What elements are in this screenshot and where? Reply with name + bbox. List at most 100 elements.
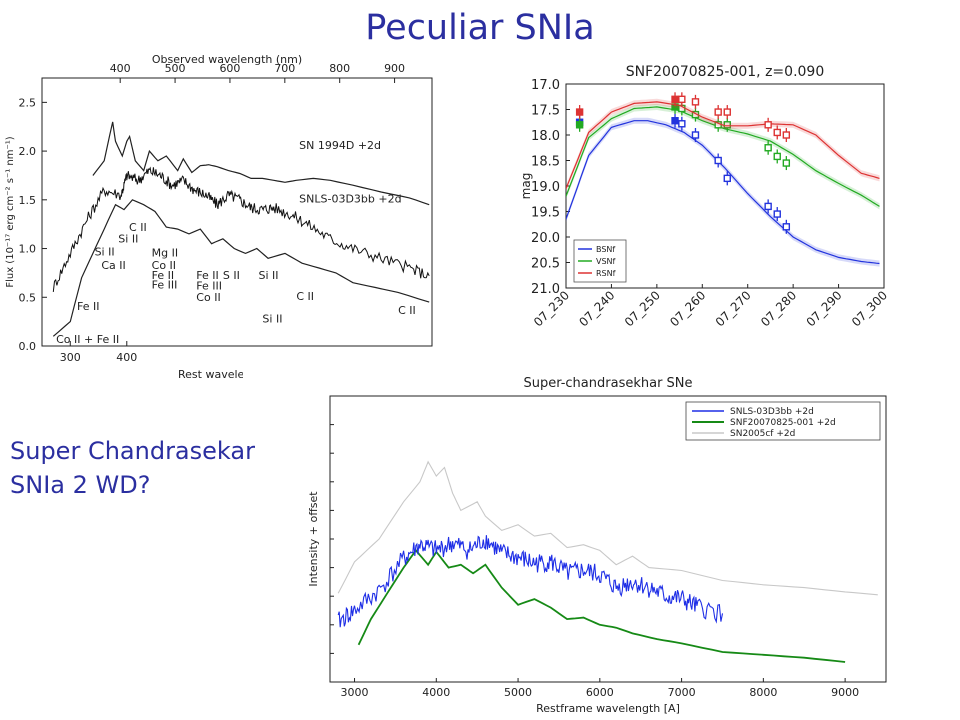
line-id-annotation: Fe II — [77, 300, 99, 313]
legend-label: SN2005cf +2d — [730, 429, 795, 439]
plot-frame — [329, 395, 887, 683]
line-id-annotation: Ca II — [101, 259, 125, 272]
x-tick-label: 07_250 — [622, 288, 663, 329]
data-point — [773, 152, 781, 161]
model-curve-RSNf — [566, 101, 880, 189]
x-tick-label: 3000 — [341, 686, 369, 699]
y-tick-label: 20.0 — [531, 231, 560, 246]
data-point — [782, 131, 791, 139]
data-point — [575, 121, 584, 129]
spectrum-line-1 — [92, 121, 430, 206]
y-tick-label: 17.5 — [531, 104, 560, 119]
legend-label: BSNf — [596, 245, 615, 254]
model-curve-VSNf — [566, 106, 880, 207]
x-axis-label: Restframe wavelength [A] — [536, 702, 680, 715]
top-x-tick-label: 700 — [274, 62, 295, 75]
data-point — [678, 120, 686, 128]
x-tick-label: 07_300 — [849, 288, 890, 329]
y-tick-label: 1.0 — [19, 243, 37, 256]
crop-mask — [243, 351, 440, 386]
line-id-annotation: Fe II — [152, 269, 174, 282]
super-chandra-spectra-chart: Super-chandrasekhar SNe 3000 4000 5000 6000 7… — [307, 376, 887, 715]
line-id-annotation: Si II — [95, 245, 115, 258]
data-point — [764, 144, 772, 152]
side-caption-line-2: SNIa 2 WD? — [10, 471, 151, 499]
data-point — [723, 174, 731, 183]
spectrum-comparison-chart: 0.0 0.5 1.0 1.5 2.0 2.5 300 400 400 500 600 700 800 9… — [5, 53, 440, 386]
line-id-annotation: Co II — [196, 291, 220, 304]
line-id-annotation: Mg II — [152, 246, 178, 259]
x-tick-label: 5000 — [504, 686, 532, 699]
chart-title: Super-chandrasekhar SNe — [523, 376, 692, 391]
spectrum-line-3 — [52, 199, 430, 337]
data-point — [773, 210, 781, 218]
data-point — [782, 159, 791, 167]
top-x-tick-label: 400 — [110, 62, 131, 75]
data-point — [723, 108, 731, 116]
y-tick-label: 0.0 — [19, 340, 37, 353]
data-point — [691, 98, 700, 106]
data-point — [575, 108, 584, 116]
x-tick-label: 8000 — [749, 686, 777, 699]
x-tick-label: 6000 — [586, 686, 614, 699]
y-tick-label: 2.5 — [19, 96, 37, 109]
legend-label: SNLS-03D3bb +2d — [730, 407, 814, 417]
y-tick-label: 19.5 — [531, 206, 560, 221]
side-caption-line-1: Super Chandrasekar — [10, 437, 255, 465]
data-point — [671, 95, 679, 103]
legend-label: VSNf — [596, 257, 616, 266]
x-tick-label: 4000 — [422, 686, 450, 699]
series-group — [566, 92, 880, 267]
data-point — [714, 156, 722, 165]
y-tick-label: 18.5 — [531, 155, 560, 170]
y-axis-label: mag — [519, 173, 533, 200]
data-point — [782, 223, 791, 231]
x-tick-label: 07_270 — [713, 288, 754, 329]
line-id-annotation: Si II — [118, 233, 138, 246]
data-point — [671, 117, 679, 125]
series-label: SN 1994D +2d — [299, 139, 381, 152]
slide-title: Peculiar SNIa — [365, 8, 595, 48]
data-point — [714, 108, 722, 116]
y-tick-label: 0.5 — [19, 291, 37, 304]
y-axis-label: Flux (10⁻¹⁷ erg cm⁻² s⁻¹ nm⁻¹) — [5, 136, 16, 287]
line-id-annotation: Fe II — [196, 269, 218, 282]
series-group — [337, 460, 878, 663]
line-id-annotation: Fe III — [152, 279, 178, 292]
x-tick-label: 300 — [60, 351, 81, 364]
line-id-annotation: C II — [129, 221, 147, 234]
y-tick-label: 18.0 — [531, 129, 560, 144]
spectrum-3 — [337, 460, 878, 596]
y-tick-label: 20.5 — [531, 257, 560, 272]
light-curve-chart: SNF20070825-001, z=0.090 17.0 17.5 18.0 18.5… — [519, 64, 890, 329]
x-axis-label: Rest wavele — [178, 368, 245, 381]
side-caption: Super Chandrasekar SNIa 2 WD? — [10, 434, 255, 502]
model-curve-BSNf — [566, 120, 880, 265]
chart-title: SNF20070825-001, z=0.090 — [626, 64, 825, 80]
line-id-annotation: C II — [398, 304, 416, 317]
legend-label: SNF20070825-001 +2d — [730, 418, 836, 428]
series-group — [52, 121, 430, 337]
data-point — [723, 121, 731, 129]
x-tick-label: 9000 — [831, 686, 859, 699]
line-id-annotation: Si II — [262, 313, 282, 326]
series-label: SNLS-03D3bb +2d — [299, 193, 401, 206]
data-point — [764, 202, 772, 211]
line-id-annotation: C II — [296, 290, 314, 303]
top-x-tick-label: 800 — [329, 62, 350, 75]
line-id-annotation: Co II + Fe II — [56, 333, 119, 346]
x-tick-label: 07_240 — [576, 288, 617, 329]
y-axis-label: Intensity + offset — [307, 491, 320, 587]
x-tick-label: 07_290 — [804, 288, 845, 329]
x-tick-label: 7000 — [668, 686, 696, 699]
y-tick-label: 17.0 — [531, 78, 560, 93]
spectrum-1 — [337, 535, 724, 628]
top-x-tick-label: 900 — [384, 62, 405, 75]
data-point — [764, 121, 772, 129]
y-tick-label: 1.5 — [19, 194, 37, 207]
y-tick-label: 2.0 — [19, 145, 37, 158]
y-tick-label: 19.0 — [531, 180, 560, 195]
legend-label: RSNf — [596, 269, 616, 278]
y-tick-label: 21.0 — [531, 282, 560, 297]
x-tick-label: 07_260 — [667, 288, 708, 329]
